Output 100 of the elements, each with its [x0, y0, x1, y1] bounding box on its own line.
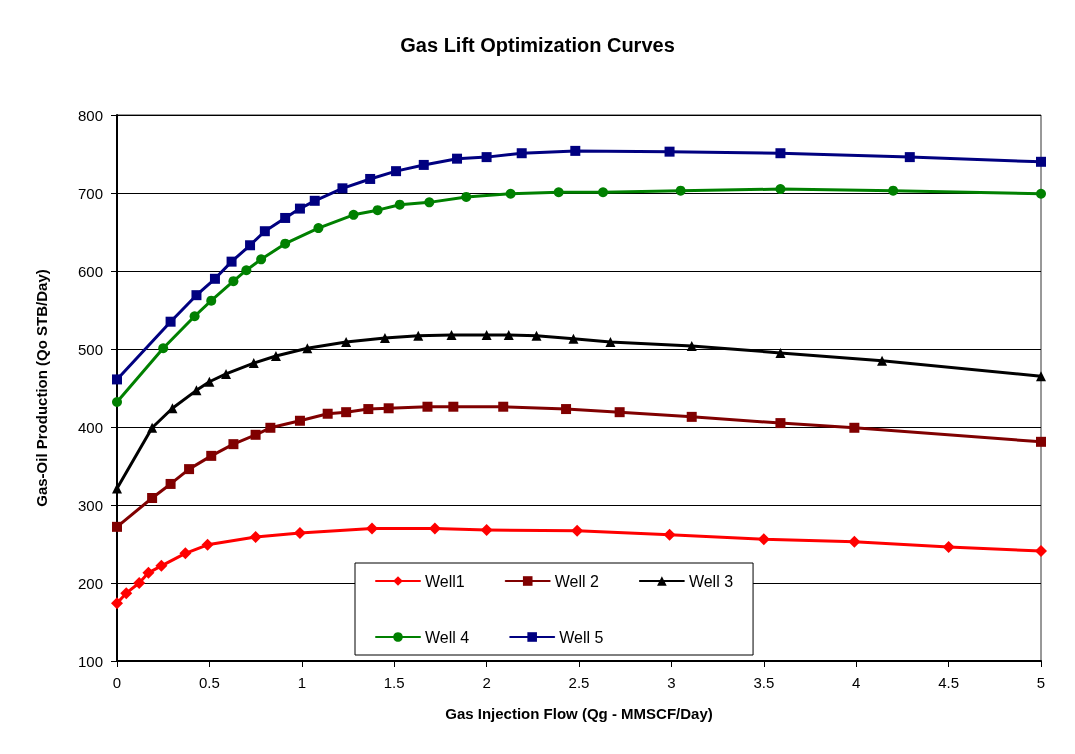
point	[133, 577, 146, 589]
point	[309, 195, 320, 206]
point	[757, 533, 770, 546]
point	[942, 541, 955, 554]
point	[413, 330, 424, 341]
point	[228, 276, 239, 287]
point	[570, 145, 581, 156]
point	[452, 153, 463, 164]
point	[775, 347, 786, 358]
point	[204, 376, 215, 387]
point	[270, 351, 281, 362]
point	[191, 385, 202, 396]
legend-label: Well1	[425, 572, 465, 590]
point	[167, 403, 178, 414]
point	[568, 333, 579, 344]
point	[448, 401, 459, 412]
point	[446, 329, 457, 340]
point	[155, 559, 168, 572]
point	[480, 523, 493, 536]
point	[265, 422, 276, 433]
point	[112, 397, 122, 408]
point	[256, 254, 267, 265]
point	[605, 336, 616, 347]
point	[553, 187, 564, 198]
legend-label: Well 4	[425, 628, 470, 646]
point	[664, 146, 675, 157]
point	[614, 407, 625, 418]
y-tick-label: 200	[77, 574, 103, 592]
point	[206, 295, 217, 306]
x-tick-label: 4	[852, 674, 861, 691]
point	[383, 403, 394, 414]
point	[849, 422, 860, 433]
point	[165, 316, 176, 327]
point	[394, 199, 405, 210]
point	[147, 422, 158, 433]
point	[1036, 371, 1046, 382]
point	[503, 329, 514, 340]
y-tick-label: 800	[77, 106, 103, 124]
point	[775, 418, 786, 429]
point	[481, 329, 492, 340]
point	[294, 415, 305, 426]
x-tick-label: 5	[1036, 674, 1046, 691]
point	[259, 226, 270, 237]
point	[904, 152, 915, 163]
point	[189, 311, 200, 322]
x-tick-label: 2	[482, 674, 491, 691]
point	[686, 411, 697, 422]
point	[228, 439, 239, 450]
point	[505, 188, 516, 199]
x-tick-label: 1	[297, 674, 306, 691]
y-axis-title: Gas-Oil Production (Qo STB/Day)	[33, 269, 50, 507]
point	[424, 197, 435, 208]
point	[348, 209, 359, 220]
chart-title: Gas Lift Optimization Curves	[400, 34, 675, 56]
y-tick-label: 100	[77, 652, 103, 670]
point	[571, 524, 584, 537]
point	[111, 597, 123, 610]
point	[775, 184, 786, 195]
point	[598, 187, 609, 198]
y-tick-label: 700	[77, 184, 103, 202]
point	[498, 401, 509, 412]
legend-label: Well 5	[559, 628, 604, 646]
point	[1036, 188, 1046, 199]
point	[142, 566, 155, 579]
point	[165, 478, 176, 489]
point	[147, 492, 158, 503]
y-tick-label: 500	[77, 340, 103, 358]
x-tick-label: 0.5	[198, 674, 220, 691]
x-tick-label: 3	[667, 674, 676, 691]
point	[372, 205, 383, 216]
point	[365, 173, 376, 184]
point	[249, 530, 262, 543]
point	[241, 265, 252, 276]
point	[888, 185, 899, 196]
y-tick-label: 400	[77, 418, 103, 436]
x-tick-label: 2.5	[568, 674, 590, 691]
point	[226, 256, 237, 267]
point	[302, 343, 313, 354]
point	[158, 343, 169, 354]
point	[245, 240, 256, 251]
point	[313, 223, 324, 234]
point	[1036, 156, 1046, 167]
x-tick-label: 4.5	[938, 674, 960, 691]
point	[191, 290, 202, 301]
point	[280, 212, 291, 223]
point	[322, 408, 333, 419]
point	[686, 340, 697, 351]
point	[561, 404, 572, 415]
point	[341, 336, 352, 347]
point	[531, 330, 542, 341]
point	[250, 429, 261, 440]
point	[120, 587, 133, 600]
x-tick-label: 0	[112, 674, 122, 691]
point	[280, 238, 291, 249]
point	[184, 464, 195, 475]
point	[391, 166, 402, 177]
legend-label: Well 3	[688, 572, 734, 590]
point	[481, 152, 492, 163]
point	[221, 368, 232, 379]
x-tick-label: 3.5	[753, 674, 775, 691]
